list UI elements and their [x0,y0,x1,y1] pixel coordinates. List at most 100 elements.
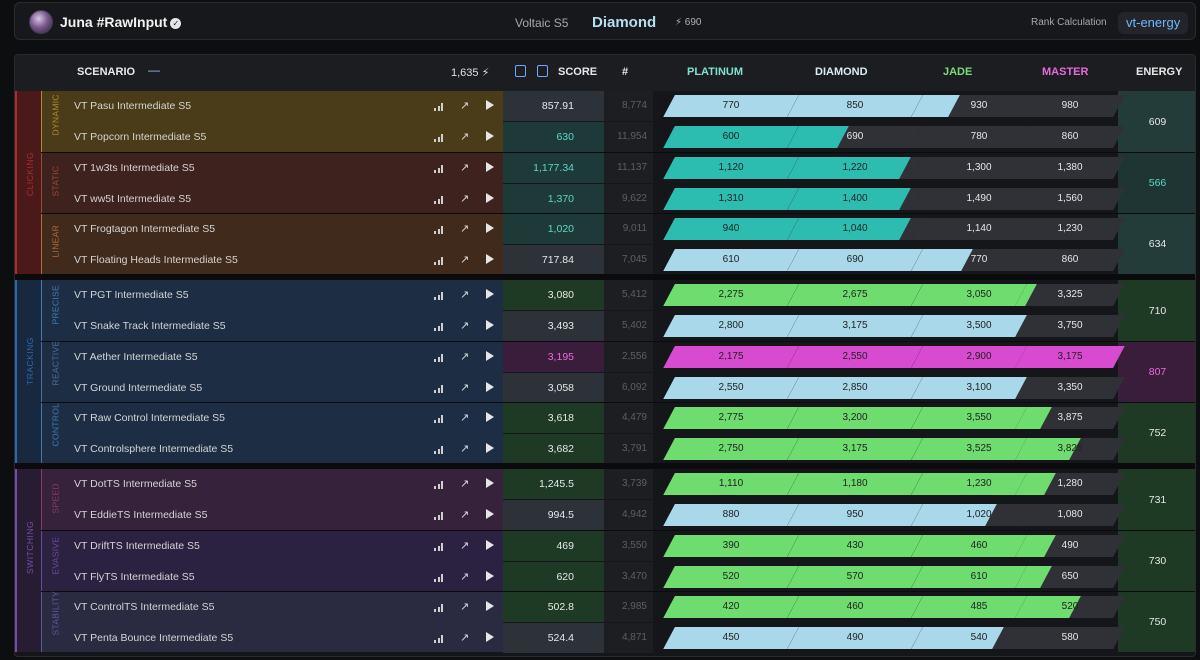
leaderboard-bars-icon[interactable] [434,101,444,111]
leaderboard-bars-icon[interactable] [434,633,444,643]
trend-chart-icon[interactable]: ↗ [460,130,470,143]
play-icon[interactable] [486,381,494,392]
trend-chart-icon[interactable]: ↗ [460,162,470,174]
play-icon[interactable] [486,253,494,264]
scenario-name[interactable]: VT EddieTS Intermediate S5 [74,508,208,521]
leaderboard-bars-icon[interactable] [434,132,444,142]
scenario-name[interactable]: VT DriftTS Intermediate S5 [74,540,200,552]
leaderboard-bars-icon[interactable] [434,444,444,454]
play-icon[interactable] [486,162,494,172]
play-icon[interactable] [486,540,494,550]
rank-calc-selector[interactable]: vt-energy [1118,12,1189,34]
leaderboard-bars-icon[interactable] [434,194,444,204]
trend-chart-icon[interactable]: ↗ [460,289,470,301]
table-row[interactable]: VT Raw Control Intermediate S5 ↗ 3,618 4,47… [41,403,1195,433]
scenario-name[interactable]: VT PGT Intermediate S5 [74,289,189,301]
scenario-name[interactable]: VT Snake Track Intermediate S5 [74,319,226,332]
trend-chart-icon[interactable]: ↗ [460,351,470,363]
trend-chart-icon[interactable]: ↗ [460,478,470,490]
table-row[interactable]: VT Ground Intermediate S5 ↗ 3,058 6,092 2,55… [41,372,1195,403]
table-row[interactable]: VT 1w3ts Intermediate S5 ↗ 1,177.34 11,137 1… [41,153,1195,183]
play-icon[interactable] [486,351,494,361]
play-icon[interactable] [486,570,494,581]
leaderboard-bars-icon[interactable] [434,572,444,582]
scenario-name[interactable]: VT DotTS Intermediate S5 [74,478,197,490]
trend-chart-icon[interactable]: ↗ [460,601,470,613]
leaderboard-bars-icon[interactable] [434,255,444,265]
trend-chart-icon[interactable]: ↗ [460,319,470,332]
leaderboard-bars-icon[interactable] [434,321,444,331]
leaderboard-bars-icon[interactable] [434,290,444,300]
trend-chart-icon[interactable]: ↗ [460,412,470,424]
trend-chart-icon[interactable]: ↗ [460,381,470,394]
trend-chart-icon[interactable]: ↗ [460,631,470,644]
leaderboard-bars-icon[interactable] [434,224,444,234]
trend-chart-icon[interactable]: ↗ [460,570,470,583]
play-icon[interactable] [486,289,494,299]
table-row[interactable]: VT ControlTS Intermediate S5 ↗ 502.8 2,985 4… [41,592,1195,622]
collapse-button[interactable]: — [148,63,160,77]
play-icon[interactable] [486,508,494,519]
copy-icon[interactable] [515,65,526,77]
leaderboard-bars-icon[interactable] [434,163,444,173]
leaderboard-bars-icon[interactable] [434,602,444,612]
table-row[interactable]: VT Frogtagon Intermediate S5 ↗ 1,020 9,011 9… [41,214,1195,244]
col-score[interactable]: SCORE [558,66,598,78]
play-icon[interactable] [486,601,494,611]
username[interactable]: Juna #RawInput ✓ [60,14,182,30]
leaderboard-bars-icon[interactable] [434,352,444,362]
paste-icon[interactable] [537,65,548,77]
scenario-name[interactable]: VT Aether Intermediate S5 [74,351,198,363]
avatar[interactable] [29,10,53,34]
scenario-name[interactable]: VT Controlsphere Intermediate S5 [74,442,234,455]
trend-chart-icon[interactable]: ↗ [460,223,470,235]
play-icon[interactable] [486,100,494,110]
table-row[interactable]: VT DriftTS Intermediate S5 ↗ 469 3,550 390 43… [41,531,1195,561]
play-icon[interactable] [486,319,494,330]
table-row[interactable]: VT ww5t Intermediate S5 ↗ 1,370 9,622 1,310 1… [41,183,1195,214]
rank-threshold: 850 [846,100,864,111]
play-icon[interactable] [486,192,494,203]
scenario-name[interactable]: VT Pasu Intermediate S5 [74,100,192,112]
col-rank-number[interactable]: # [622,66,629,78]
play-icon[interactable] [486,442,494,453]
scenario-name[interactable]: VT Raw Control Intermediate S5 [74,412,225,424]
table-row[interactable]: VT Penta Bounce Intermediate S5 ↗ 524.4 4,8… [41,622,1195,653]
trend-chart-icon[interactable]: ↗ [460,253,470,266]
table-row[interactable]: VT Aether Intermediate S5 ↗ 3,195 2,556 2,17… [41,342,1195,372]
table-row[interactable]: VT FlyTS Intermediate S5 ↗ 620 3,470 520 570 6… [41,561,1195,592]
scenario-name[interactable]: VT Penta Bounce Intermediate S5 [74,631,234,644]
table-row[interactable]: VT Controlsphere Intermediate S5 ↗ 3,682 3,… [41,433,1195,464]
trend-chart-icon[interactable]: ↗ [460,100,470,112]
table-row[interactable]: VT Floating Heads Intermediate S5 ↗ 717.84… [41,244,1195,275]
play-icon[interactable] [486,130,494,141]
scenario-name[interactable]: VT Popcorn Intermediate S5 [74,130,207,143]
scenario-name[interactable]: VT Ground Intermediate S5 [74,381,203,394]
leaderboard-bars-icon[interactable] [434,383,444,393]
play-icon[interactable] [486,223,494,233]
scenario-name[interactable]: VT 1w3ts Intermediate S5 [74,162,195,174]
table-row[interactable]: VT EddieTS Intermediate S5 ↗ 994.5 4,942 880… [41,499,1195,530]
scenario-name[interactable]: VT ww5t Intermediate S5 [74,192,192,205]
scenario-name[interactable]: VT FlyTS Intermediate S5 [74,570,195,583]
leaderboard-bars-icon[interactable] [434,510,444,520]
trend-chart-icon[interactable]: ↗ [460,192,470,205]
leaderboard-bars-icon[interactable] [434,413,444,423]
play-icon[interactable] [486,631,494,642]
table-row[interactable]: VT Popcorn Intermediate S5 ↗ 630 11,954 600 6… [41,121,1195,152]
table-row[interactable]: VT Pasu Intermediate S5 ↗ 857.91 8,774 770 85… [41,91,1195,121]
table-row[interactable]: VT Snake Track Intermediate S5 ↗ 3,493 5,40… [41,310,1195,341]
scenario-name[interactable]: VT ControlTS Intermediate S5 [74,601,215,613]
scenario-name[interactable]: VT Frogtagon Intermediate S5 [74,223,216,235]
trend-chart-icon[interactable]: ↗ [460,508,470,521]
play-icon[interactable] [486,478,494,488]
trend-chart-icon[interactable]: ↗ [460,540,470,552]
trend-chart-icon[interactable]: ↗ [460,442,470,455]
play-icon[interactable] [486,412,494,422]
table-row[interactable]: VT DotTS Intermediate S5 ↗ 1,245.5 3,739 1,1… [41,469,1195,499]
col-scenario[interactable]: SCENARIO [77,66,136,78]
leaderboard-bars-icon[interactable] [434,541,444,551]
scenario-name[interactable]: VT Floating Heads Intermediate S5 [74,253,238,266]
table-row[interactable]: VT PGT Intermediate S5 ↗ 3,080 5,412 2,275 2,… [41,280,1195,310]
leaderboard-bars-icon[interactable] [434,479,444,489]
